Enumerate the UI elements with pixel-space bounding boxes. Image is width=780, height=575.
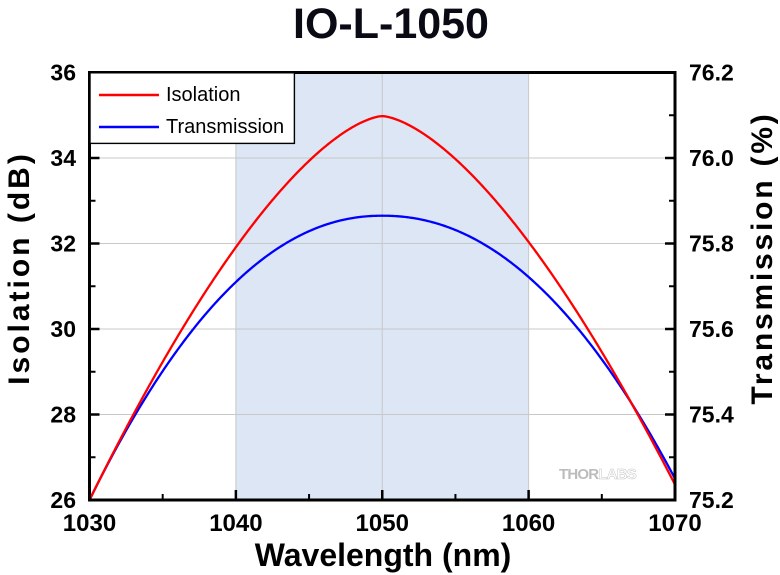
- svg-text:Wavelength (nm): Wavelength (nm): [255, 537, 512, 573]
- svg-text:Isolation: Isolation: [166, 84, 241, 106]
- svg-text:75.8: 75.8: [689, 231, 734, 257]
- svg-text:Isolation (dB): Isolation (dB): [3, 151, 36, 385]
- svg-text:75.4: 75.4: [689, 402, 734, 428]
- svg-text:75.2: 75.2: [689, 487, 734, 513]
- svg-text:76.0: 76.0: [689, 145, 734, 171]
- svg-text:Transmission: Transmission: [166, 116, 284, 138]
- svg-text:76.2: 76.2: [689, 60, 734, 86]
- svg-text:28: 28: [50, 402, 76, 428]
- svg-text:Transmission (%): Transmission (%): [746, 111, 779, 404]
- svg-text:THORLABS: THORLABS: [559, 466, 637, 483]
- svg-text:1070: 1070: [648, 510, 701, 537]
- svg-text:32: 32: [50, 231, 76, 257]
- svg-text:1030: 1030: [63, 510, 116, 537]
- svg-text:1060: 1060: [502, 510, 555, 537]
- svg-text:1050: 1050: [356, 510, 409, 537]
- svg-text:IO-L-1050: IO-L-1050: [293, 0, 489, 48]
- svg-text:75.6: 75.6: [689, 316, 734, 342]
- svg-text:36: 36: [50, 60, 76, 86]
- svg-text:1040: 1040: [209, 510, 262, 537]
- svg-text:34: 34: [50, 145, 76, 171]
- svg-text:26: 26: [50, 487, 76, 513]
- svg-text:30: 30: [50, 316, 76, 342]
